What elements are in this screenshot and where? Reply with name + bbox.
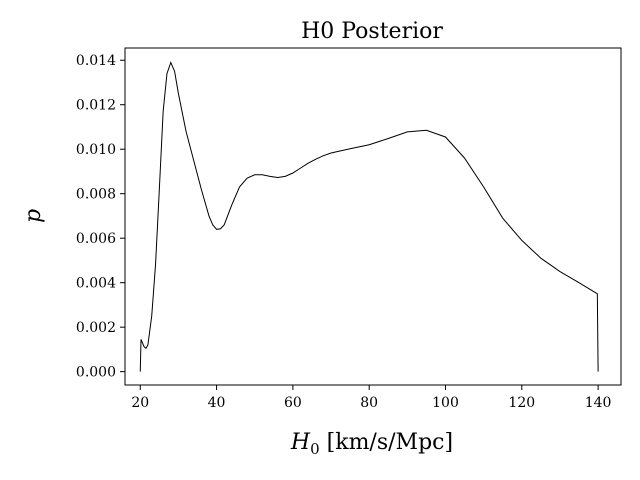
x-tick-label: 140 — [585, 395, 612, 411]
y-tick-label: 0.004 — [76, 276, 116, 292]
y-tick-label: 0.006 — [76, 231, 116, 247]
x-tick-label: 80 — [360, 395, 378, 411]
x-axis-label-symbol: H — [290, 430, 311, 455]
x-axis-label-subscript: 0 — [310, 440, 320, 458]
x-axis-label-units: [km/s/Mpc] — [320, 430, 453, 455]
x-axis-ticks: 20 40 60 80 100 120 140 — [131, 385, 611, 411]
y-tick-label: 0.008 — [76, 187, 116, 203]
chart-title: H0 Posterior — [301, 19, 443, 44]
y-tick-label: 0.012 — [76, 98, 116, 114]
x-tick-label: 40 — [208, 395, 226, 411]
x-tick-label: 60 — [284, 395, 302, 411]
y-axis-ticks: 0.000 0.002 0.004 0.006 0.008 0.010 0.012 0.014 — [76, 53, 125, 381]
y-tick-label: 0.014 — [76, 53, 116, 69]
x-axis-label: H0 [km/s/Mpc] — [290, 430, 453, 458]
x-tick-label: 100 — [432, 395, 459, 411]
y-tick-label: 0.002 — [76, 320, 116, 336]
x-tick-label: 120 — [508, 395, 535, 411]
y-tick-label: 0.010 — [76, 142, 116, 158]
y-tick-label: 0.000 — [76, 365, 116, 381]
axes-frame — [124, 47, 622, 386]
y-axis-label: p — [21, 209, 46, 223]
x-tick-label: 20 — [131, 395, 149, 411]
plot-area — [124, 47, 622, 386]
posterior-line — [139, 61, 599, 372]
